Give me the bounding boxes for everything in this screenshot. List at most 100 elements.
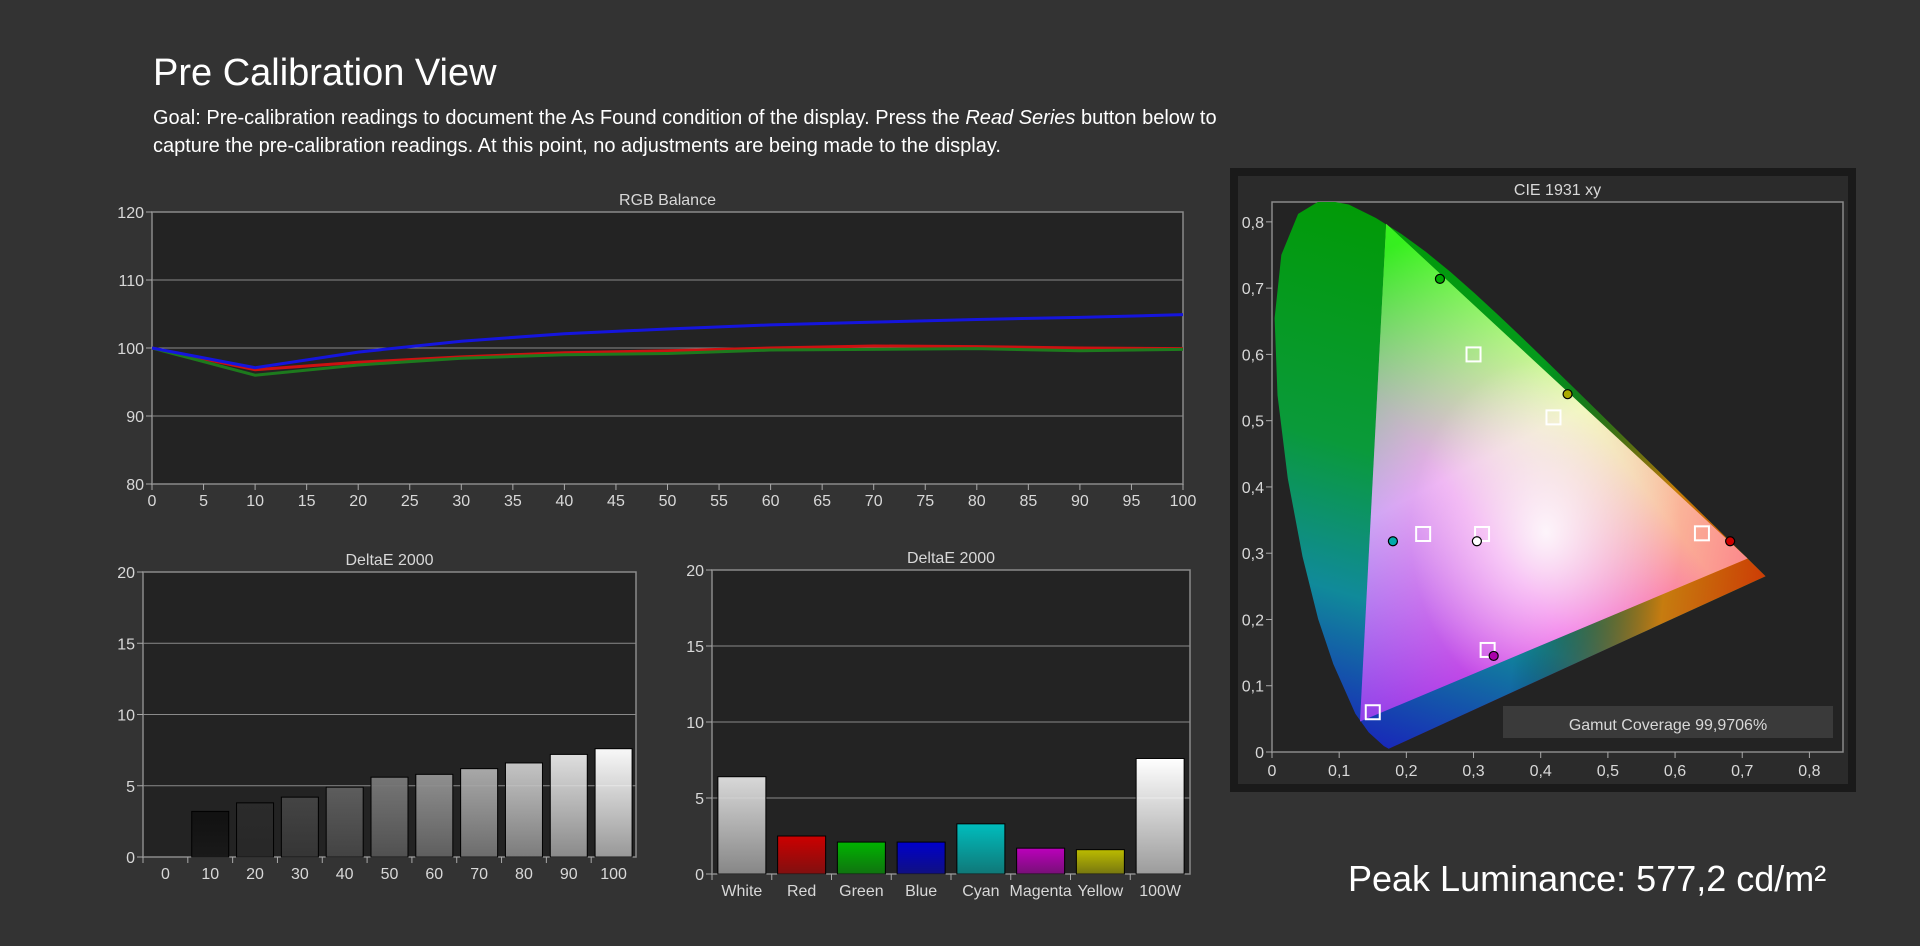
x-tick-label: 30 bbox=[452, 493, 470, 510]
goal-description: Goal: Pre-calibration readings to docume… bbox=[153, 104, 1283, 160]
bar bbox=[836, 841, 886, 875]
bar bbox=[594, 748, 633, 858]
bar bbox=[236, 802, 275, 858]
series-line bbox=[151, 313, 1184, 370]
x-tick-label: 55 bbox=[710, 493, 728, 510]
y-tick-label: 0,7 bbox=[1242, 281, 1264, 298]
rgb-balance-chart: RGB Balance 80 90 100 110 120 0 5 10 15 20 25 30 35 40… bbox=[117, 192, 1197, 510]
x-tick-label: 95 bbox=[1123, 493, 1141, 510]
series-line bbox=[151, 344, 1184, 372]
goal-text: Goal: Pre-calibration readings to docume… bbox=[153, 107, 966, 129]
x-tick-label: 0,2 bbox=[1395, 763, 1417, 780]
x-tick-label: 0,3 bbox=[1462, 763, 1484, 780]
y-tick-label: 0,4 bbox=[1242, 480, 1264, 497]
y-tick-label: 0 bbox=[695, 867, 704, 884]
x-tick-label: 0 bbox=[148, 493, 157, 510]
x-tick-label: 0,8 bbox=[1798, 763, 1820, 780]
x-tick-label: 0,4 bbox=[1530, 763, 1552, 780]
x-tick-label: 90 bbox=[560, 866, 578, 883]
deltae-colors-chart: DeltaE 2000 0 5 10 15 20 White Red Green Blue Cyan… bbox=[686, 550, 1191, 900]
read-series-emphasis: Read Series bbox=[965, 107, 1076, 129]
x-tick-label: Red bbox=[787, 883, 816, 900]
x-tick-label: 70 bbox=[865, 493, 883, 510]
x-tick-label: 60 bbox=[425, 866, 443, 883]
cie-1931-chart: CIE 1931 xy 0 0,1 0,2 0,3 0,4 0,5 0,6 0,7 0,8 0 0,1… bbox=[1230, 168, 1856, 792]
x-tick-label: 35 bbox=[504, 493, 522, 510]
chart-title: DeltaE 2000 bbox=[345, 552, 433, 569]
measured-point bbox=[1488, 650, 1499, 662]
x-tick-label: Blue bbox=[905, 883, 937, 900]
target-square bbox=[1415, 525, 1432, 542]
y-tick-label: 0,2 bbox=[1242, 612, 1264, 629]
y-tick-label: 10 bbox=[117, 708, 135, 725]
bar bbox=[504, 762, 543, 858]
chart-title: DeltaE 2000 bbox=[907, 550, 995, 567]
series-line bbox=[151, 346, 1184, 377]
bar bbox=[370, 776, 409, 858]
y-tick-label: 0,8 bbox=[1242, 215, 1264, 232]
x-tick-label: 0,5 bbox=[1597, 763, 1619, 780]
x-tick-label: 0,1 bbox=[1328, 763, 1350, 780]
measured-point bbox=[1387, 536, 1399, 547]
target-square bbox=[1545, 409, 1562, 426]
x-tick-label: 45 bbox=[607, 493, 625, 510]
target-square bbox=[1364, 704, 1381, 721]
y-tick-label: 0,3 bbox=[1242, 546, 1264, 563]
gamut-white-point-glow bbox=[1360, 223, 1748, 722]
x-tick-label: 100 bbox=[1170, 493, 1197, 510]
x-tick-label: 10 bbox=[201, 866, 219, 883]
x-tick-label: 80 bbox=[968, 493, 986, 510]
x-tick-label: 65 bbox=[813, 493, 831, 510]
measured-point bbox=[1562, 389, 1573, 400]
bar bbox=[415, 773, 454, 858]
x-tick-label: Magenta bbox=[1009, 883, 1071, 900]
target-square bbox=[1693, 525, 1710, 542]
x-tick-label: Yellow bbox=[1078, 883, 1124, 900]
bar bbox=[280, 796, 319, 858]
chart-title: RGB Balance bbox=[619, 192, 716, 209]
y-tick-label: 15 bbox=[686, 639, 704, 656]
deltae-grayscale-chart: DeltaE 2000 0 5 10 15 20 0 10 20 30 40 50 60 70 80 90 10… bbox=[117, 552, 637, 883]
y-tick-label: 5 bbox=[695, 791, 704, 808]
measured-point bbox=[1434, 273, 1446, 284]
bar bbox=[1075, 849, 1125, 875]
gamut-coverage-label: Gamut Coverage 99,9706% bbox=[1569, 717, 1767, 734]
y-tick-label: 110 bbox=[118, 273, 144, 290]
x-tick-label: 60 bbox=[762, 493, 780, 510]
bar bbox=[1135, 757, 1185, 875]
x-tick-label: 75 bbox=[916, 493, 934, 510]
goal-text-end: button below to capture the pre-calibrat… bbox=[153, 107, 1217, 157]
x-tick-label: 20 bbox=[349, 493, 367, 510]
target-square bbox=[1474, 525, 1491, 542]
gamut-coverage-box bbox=[1503, 706, 1833, 738]
y-tick-label: 0,1 bbox=[1242, 679, 1264, 696]
bar bbox=[896, 841, 946, 875]
y-tick-label: 5 bbox=[126, 779, 135, 796]
x-tick-label: 0,7 bbox=[1731, 763, 1753, 780]
x-tick-label: 100 bbox=[600, 866, 627, 883]
peak-luminance: Peak Luminance: 577,2 cd/m² bbox=[1348, 858, 1827, 899]
x-tick-label: 15 bbox=[298, 493, 316, 510]
x-tick-label: 20 bbox=[246, 866, 264, 883]
x-tick-label: 25 bbox=[401, 493, 419, 510]
x-tick-label: 0,6 bbox=[1664, 763, 1686, 780]
y-tick-label: 0,6 bbox=[1242, 347, 1264, 364]
y-tick-label: 20 bbox=[117, 565, 135, 582]
bar bbox=[717, 776, 767, 875]
target-square bbox=[1465, 346, 1482, 363]
y-tick-label: 80 bbox=[126, 477, 144, 494]
x-tick-label: 5 bbox=[199, 493, 208, 510]
y-tick-label: 100 bbox=[117, 341, 144, 358]
y-tick-label: 15 bbox=[117, 636, 135, 653]
y-tick-label: 120 bbox=[117, 205, 144, 222]
measured-point bbox=[1471, 536, 1482, 547]
bar bbox=[777, 835, 827, 875]
target-square bbox=[1479, 641, 1496, 658]
x-tick-label: 0 bbox=[1268, 763, 1277, 780]
page-title: Pre Calibration View bbox=[153, 52, 497, 94]
x-tick-label: 80 bbox=[515, 866, 533, 883]
y-tick-label: 20 bbox=[686, 563, 704, 580]
y-tick-label: 10 bbox=[686, 715, 704, 732]
x-tick-label: 10 bbox=[246, 493, 264, 510]
x-tick-label: White bbox=[721, 883, 762, 900]
